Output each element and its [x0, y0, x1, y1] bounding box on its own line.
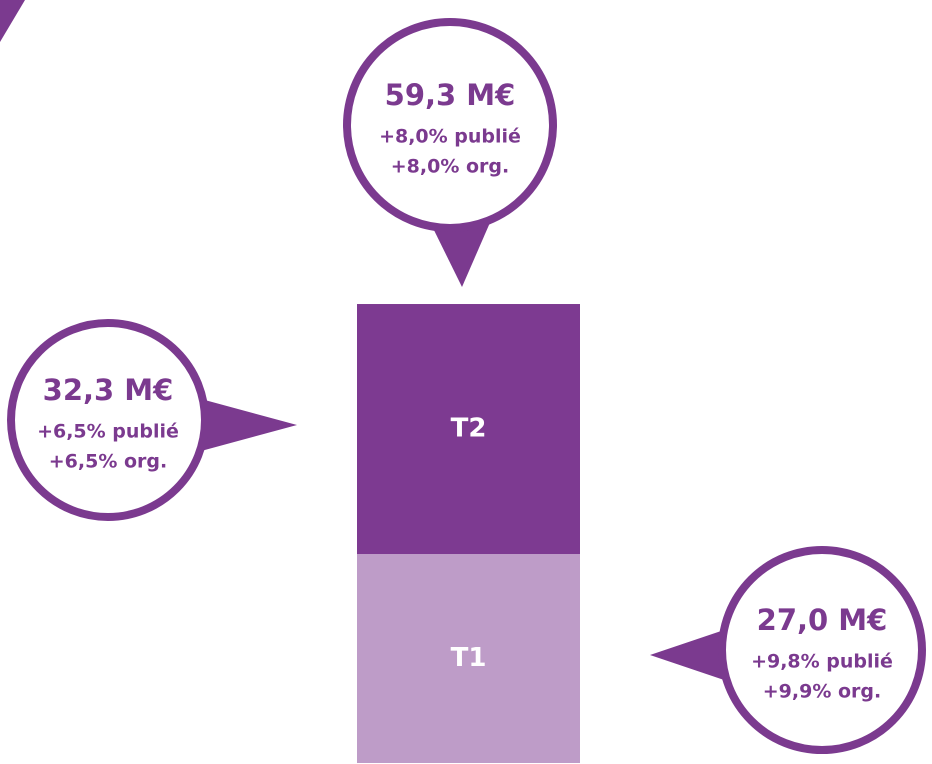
growth-note: +9,8% publié — [751, 651, 893, 673]
callout — [7, 319, 209, 521]
callout — [718, 546, 926, 754]
segment-label: T2 — [451, 414, 487, 444]
growth-note: +6,5% org. — [49, 451, 167, 473]
bar-segment — [357, 304, 580, 555]
growth-note: +9,9% org. — [763, 681, 881, 703]
value-label: 32,3 M€ — [43, 373, 174, 407]
total-label: 59,3 M€ — [385, 78, 516, 112]
value-label: 27,0 M€ — [757, 603, 888, 637]
callout-pointer — [650, 628, 730, 682]
segment-label: T1 — [451, 643, 487, 673]
growth-note: +8,0% org. — [391, 156, 509, 178]
total-callout-pointer — [428, 218, 492, 287]
bar-segment — [357, 554, 580, 763]
growth-note: +6,5% publié — [37, 421, 179, 443]
callout-pointer — [190, 396, 297, 454]
total-callout — [343, 18, 557, 232]
corner-decoration — [0, 0, 25, 42]
growth-note: +8,0% publié — [379, 126, 521, 148]
